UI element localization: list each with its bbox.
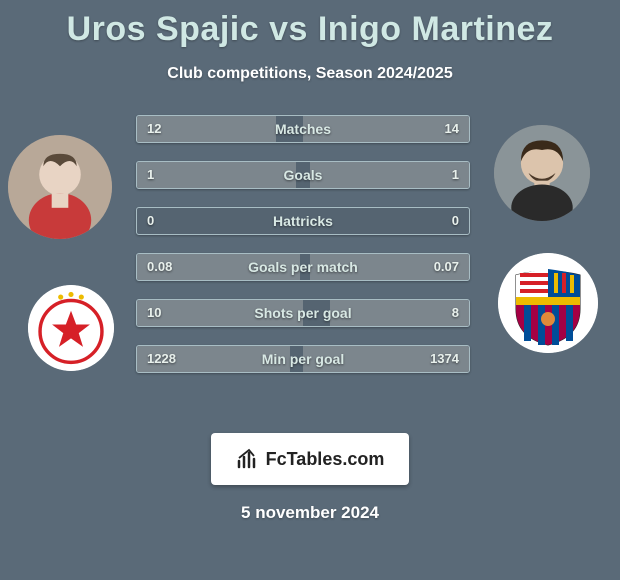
- date-text: 5 november 2024: [0, 503, 620, 523]
- stat-value-right: 8: [452, 300, 459, 326]
- stat-bar-left: [137, 162, 296, 188]
- barcelona-crest-icon: [498, 253, 598, 353]
- player-right-club-logo: [498, 253, 598, 353]
- avatar-placeholder-icon: [494, 125, 590, 221]
- footer-brand-badge: FcTables.com: [211, 433, 409, 485]
- stat-row: 0.080.07Goals per match: [136, 253, 470, 281]
- stat-bar-right: [310, 162, 469, 188]
- stat-bar-right: [330, 300, 469, 326]
- stat-value-left: 0: [147, 208, 154, 234]
- stat-value-left: 0.08: [147, 254, 172, 280]
- stat-value-left: 10: [147, 300, 161, 326]
- red-star-crest-icon: [28, 285, 114, 371]
- stat-value-right: 14: [445, 116, 459, 142]
- stat-row: 1214Matches: [136, 115, 470, 143]
- stat-value-left: 12: [147, 116, 161, 142]
- stat-value-left: 1: [147, 162, 154, 188]
- page-title: Uros Spajic vs Inigo Martinez: [0, 0, 620, 49]
- stat-label: Hattricks: [137, 208, 469, 234]
- stat-rows: 1214Matches11Goals00Hattricks0.080.07Goa…: [136, 115, 470, 391]
- comparison-panel: 1214Matches11Goals00Hattricks0.080.07Goa…: [0, 115, 620, 425]
- stat-value-right: 0: [452, 208, 459, 234]
- player-left-club-logo: [28, 285, 114, 371]
- stat-value-right: 1374: [430, 346, 459, 372]
- stat-row: 11Goals: [136, 161, 470, 189]
- stat-value-right: 1: [452, 162, 459, 188]
- stat-value-left: 1228: [147, 346, 176, 372]
- player-left-avatar: [8, 135, 112, 239]
- chart-icon: [236, 447, 260, 471]
- player-right-avatar: [494, 125, 590, 221]
- stat-row: 0 0Hattricks: [136, 207, 470, 235]
- stat-value-right: 0.07: [434, 254, 459, 280]
- stat-row: 108Shots per goal: [136, 299, 470, 327]
- footer-brand-text: FcTables.com: [266, 449, 385, 470]
- stat-bar-left: [137, 300, 303, 326]
- stat-row: 12281374Min per goal: [136, 345, 470, 373]
- avatar-placeholder-icon: [8, 135, 112, 239]
- subtitle: Club competitions, Season 2024/2025: [0, 65, 620, 83]
